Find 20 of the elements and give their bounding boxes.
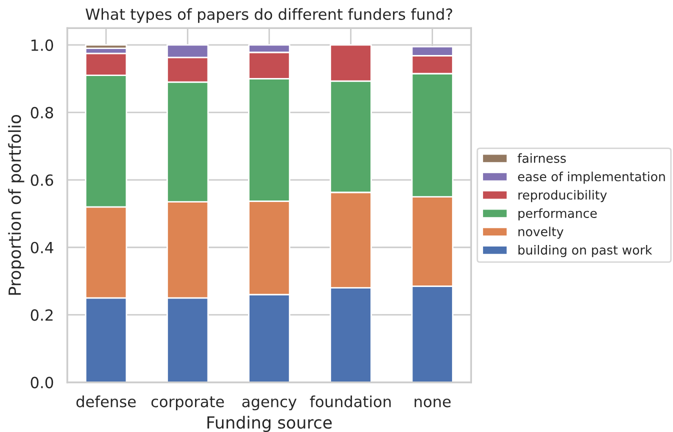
legend-label: fairness — [518, 153, 566, 163]
legend-label: performance — [518, 208, 597, 220]
x-tick-label: agency — [242, 398, 297, 410]
x-tick-label: none — [414, 398, 451, 408]
x-tick-label: corporate — [151, 396, 224, 410]
legend-label: ease of implementation — [518, 172, 665, 184]
chart-title: What types of papers do different funders fund? — [86, 8, 452, 23]
y-tick-label: 0.6 — [30, 174, 54, 186]
y-tick-label: 1.0 — [31, 39, 54, 51]
x-tick-label: foundation — [310, 396, 391, 408]
y-axis-title: Proportion of portfolio — [8, 114, 24, 295]
legend-label: novelty — [518, 226, 564, 239]
y-tick-label: 0.4 — [30, 242, 54, 254]
y-tick-label: 0.8 — [30, 106, 54, 118]
y-tick-label: 0.2 — [30, 309, 53, 321]
legend-label: building on past work — [518, 245, 652, 258]
x-axis-title: Funding source — [207, 416, 332, 432]
y-tick-label: 0.0 — [30, 376, 54, 388]
x-tick-label: defense — [76, 396, 136, 408]
legend-label: reproducibility — [518, 190, 607, 202]
